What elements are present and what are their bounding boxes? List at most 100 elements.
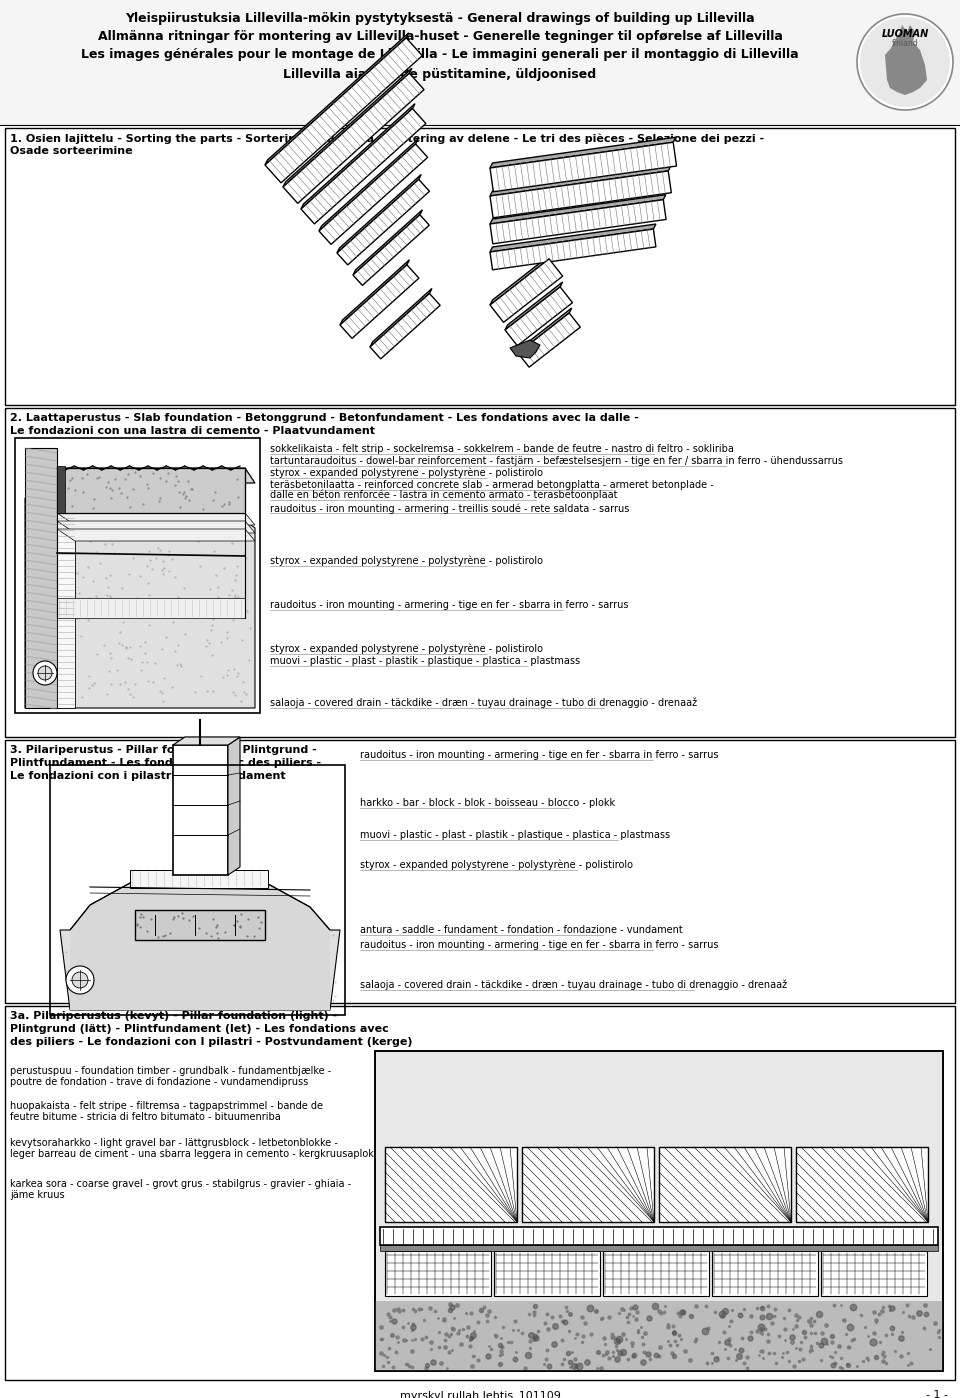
Text: des piliers - Le fondazioni con I pilastri - Postvundament (kerge): des piliers - Le fondazioni con I pilast… [10, 1037, 413, 1047]
Text: 3a. Pilariperustus (kevyt) - Pillar foundation (light) -: 3a. Pilariperustus (kevyt) - Pillar foun… [10, 1011, 337, 1021]
Polygon shape [228, 737, 240, 875]
Text: Le fondazioni con i pilastri - Postvundament: Le fondazioni con i pilastri - Postvunda… [10, 772, 286, 781]
Text: huopakaista - felt stripe - filtremsa - tagpapstrimmel - bande de: huopakaista - felt stripe - filtremsa - … [10, 1102, 323, 1111]
FancyBboxPatch shape [380, 1227, 938, 1246]
Circle shape [66, 966, 94, 994]
Polygon shape [173, 745, 228, 875]
Text: Le fondazioni con una lastra di cemento - Plaatvundament: Le fondazioni con una lastra di cemento … [10, 426, 375, 436]
Polygon shape [265, 34, 409, 165]
Text: perustuspuu - foundation timber - grundbalk - fundamentbjælke -: perustuspuu - foundation timber - grundb… [10, 1067, 331, 1076]
Polygon shape [57, 468, 255, 482]
Polygon shape [490, 200, 666, 243]
Text: 1. Osien lajittelu - Sorting the parts - Sortering av delarna - Sortering av del: 1. Osien lajittelu - Sorting the parts -… [10, 133, 764, 144]
Polygon shape [57, 598, 245, 618]
Polygon shape [490, 143, 677, 192]
Polygon shape [490, 229, 656, 270]
Text: hirsi - log - väggstock - vægbrædder -: hirsi - log - väggstock - vægbrædder - [510, 1067, 695, 1076]
Text: sokkelikaista - felt strip - sockelremsa - sokkelrem - bande de feutre - nastro : sokkelikaista - felt strip - sockelremsa… [270, 445, 733, 454]
Circle shape [857, 14, 953, 110]
Polygon shape [490, 224, 656, 252]
Polygon shape [301, 109, 426, 224]
Text: Allmänna ritningar för montering av Lillevilla-huset - Generelle tegninger til o: Allmänna ritningar för montering av Lill… [98, 29, 782, 43]
Polygon shape [57, 528, 255, 541]
FancyBboxPatch shape [603, 1251, 709, 1296]
Text: muovi - plastic - plast - plastik - plastique - plastica - plastmass: muovi - plastic - plast - plastik - plas… [360, 830, 670, 840]
Polygon shape [265, 38, 422, 183]
Polygon shape [490, 254, 552, 305]
Text: raudoitus - iron mounting - armering - tige en fer - sbarra in ferro - sarrus: raudoitus - iron mounting - armering - t… [270, 600, 629, 610]
FancyBboxPatch shape [5, 129, 955, 405]
Text: Les images générales pour le montage de Lillevilla - Le immagini generali per il: Les images générales pour le montage de … [82, 48, 799, 62]
FancyBboxPatch shape [821, 1251, 927, 1296]
Text: tartuntaraudoitus - dowel-bar reinforcement - fastjärn - befæstelsesjern - tige : tartuntaraudoitus - dowel-bar reinforcem… [270, 456, 843, 466]
Text: madrier - tavolone - pruss: madrier - tavolone - pruss [510, 1076, 637, 1088]
FancyBboxPatch shape [380, 1246, 938, 1251]
FancyBboxPatch shape [522, 1146, 654, 1222]
Text: leger barreau de ciment - una sbarra leggera in cemento - kergkruusaplokk: leger barreau de ciment - una sbarra leg… [10, 1149, 379, 1159]
Text: LUOMAN: LUOMAN [881, 29, 928, 39]
Text: antura - saddle - fundament - fondation - fondazione - vundament: antura - saddle - fundament - fondation … [360, 925, 683, 935]
Text: Lillevilla aiamajade püstitamine, üldjoonised: Lillevilla aiamajade püstitamine, üldjoo… [283, 69, 596, 81]
Text: 2. Laattaperustus - Slab foundation - Betonggrund - Betonfundament - Les fondati: 2. Laattaperustus - Slab foundation - Be… [10, 412, 638, 424]
Polygon shape [490, 259, 563, 323]
Polygon shape [490, 194, 666, 224]
Polygon shape [70, 870, 330, 1009]
Text: dalle en béton renforcée - lastra in cemento armato - terasbetoonplaat: dalle en béton renforcée - lastra in cem… [270, 491, 617, 500]
Text: muovi - plastic - plast - plastik - plastique - plastica - plastmass: muovi - plastic - plast - plastik - plas… [270, 656, 580, 665]
FancyBboxPatch shape [385, 1251, 491, 1296]
Text: raudoitus - iron mounting - armering - tige en fer - sbarra in ferro - sarrus: raudoitus - iron mounting - armering - t… [360, 749, 718, 761]
Text: Osade sorteerimine: Osade sorteerimine [10, 145, 132, 157]
FancyBboxPatch shape [796, 1146, 928, 1222]
Polygon shape [353, 215, 429, 285]
Polygon shape [518, 308, 572, 354]
Polygon shape [57, 468, 245, 513]
Text: styrox - expanded polystyrene - polystyrène - polistirolo: styrox - expanded polystyrene - polystyr… [270, 468, 543, 478]
FancyBboxPatch shape [5, 408, 955, 737]
Polygon shape [353, 210, 422, 275]
Polygon shape [57, 466, 65, 513]
Text: 3. Pilariperustus - Pillar foundation - Plintgrund -: 3. Pilariperustus - Pillar foundation - … [10, 745, 317, 755]
Polygon shape [518, 313, 580, 368]
FancyBboxPatch shape [0, 0, 960, 124]
Text: feutre bitume - stricia di feltro bitumato - bituumenriba: feutre bitume - stricia di feltro bituma… [10, 1111, 280, 1123]
Text: poutre de fondation - trave di fondazione - vundamendipruss: poutre de fondation - trave di fondazion… [10, 1076, 308, 1088]
Polygon shape [337, 175, 421, 253]
Polygon shape [490, 166, 671, 196]
FancyBboxPatch shape [375, 1302, 943, 1371]
Text: myrskyl rullah lehtis_101109: myrskyl rullah lehtis_101109 [399, 1390, 561, 1398]
Polygon shape [57, 521, 255, 533]
Text: - 1 -: - 1 - [926, 1390, 948, 1398]
Polygon shape [57, 468, 75, 707]
Text: jäme kruus: jäme kruus [10, 1190, 64, 1199]
Text: teräsbetonilaatta - reinforced concrete slab - armerad betongplatta - armeret be: teräsbetonilaatta - reinforced concrete … [270, 480, 713, 491]
Polygon shape [283, 73, 424, 203]
FancyBboxPatch shape [5, 740, 955, 1002]
Polygon shape [340, 264, 419, 338]
Circle shape [33, 661, 57, 685]
Polygon shape [301, 103, 415, 208]
Text: kevytsoraharkko - light gravel bar - lättgrusblock - letbetonblokke -: kevytsoraharkko - light gravel bar - lät… [10, 1138, 338, 1148]
Polygon shape [25, 498, 255, 707]
Polygon shape [505, 282, 563, 330]
Text: salaoja - covered drain - täckdike - dræn - tuyau drainage - tubo di drenaggio -: salaoja - covered drain - täckdike - dræ… [270, 698, 697, 709]
Polygon shape [135, 910, 265, 939]
Text: Plintgrund (lätt) - Plintfundament (let) - Les fondations avec: Plintgrund (lätt) - Plintfundament (let)… [10, 1023, 389, 1035]
Circle shape [860, 17, 950, 108]
Circle shape [38, 665, 52, 679]
Polygon shape [370, 288, 432, 347]
Polygon shape [490, 137, 676, 168]
FancyBboxPatch shape [375, 1051, 943, 1371]
Polygon shape [490, 171, 671, 218]
Text: karkea sora - coarse gravel - grovt grus - stabilgrus - gravier - ghiaia -: karkea sora - coarse gravel - grovt grus… [10, 1179, 351, 1190]
Text: styrox - expanded polystyrene - polystyrène - polistirolo: styrox - expanded polystyrene - polystyr… [270, 556, 543, 566]
Polygon shape [130, 870, 268, 888]
FancyBboxPatch shape [5, 1007, 955, 1380]
Polygon shape [25, 447, 57, 707]
FancyBboxPatch shape [659, 1146, 791, 1222]
Circle shape [72, 972, 88, 988]
Text: styrox - expanded polystyrene - polystyrène - polistirolo: styrox - expanded polystyrene - polystyr… [270, 644, 543, 654]
Polygon shape [370, 294, 440, 359]
Polygon shape [510, 340, 540, 358]
Text: salaoja - covered drain - täckdike - dræn - tuyau drainage - tubo di drenaggio -: salaoja - covered drain - täckdike - dræ… [360, 980, 787, 991]
Polygon shape [60, 930, 340, 1009]
